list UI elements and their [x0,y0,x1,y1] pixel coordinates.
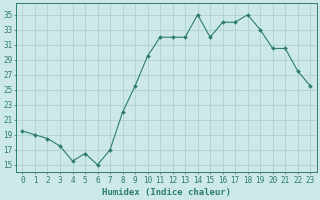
X-axis label: Humidex (Indice chaleur): Humidex (Indice chaleur) [102,188,231,197]
